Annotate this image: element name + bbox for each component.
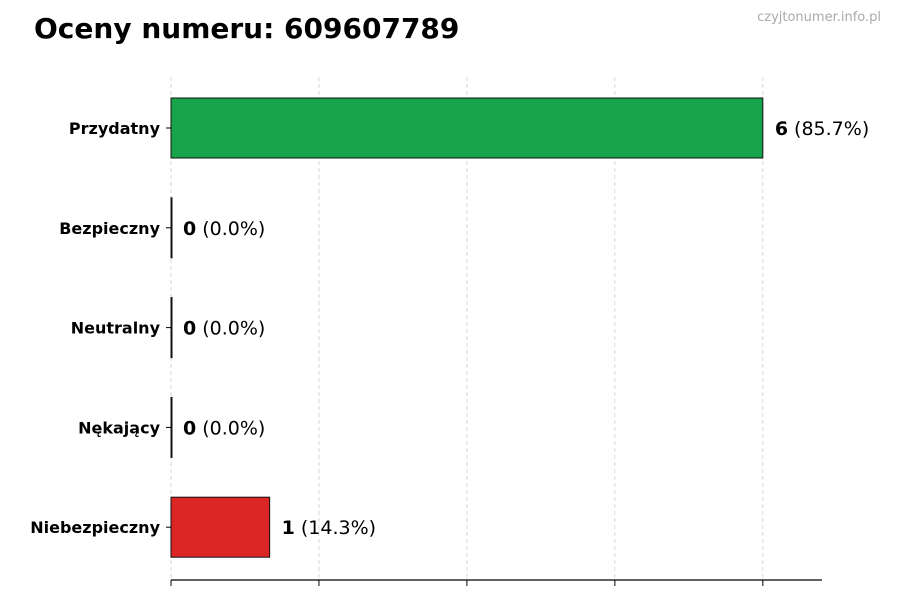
bar-niebezpieczny	[170, 496, 271, 558]
value-count: 6	[775, 118, 788, 140]
watermark: czyjtonumer.info.pl	[757, 10, 881, 25]
category-label: Nękający	[78, 418, 160, 437]
value-percent: (0.0%)	[202, 318, 265, 340]
chart-title: Oceny numeru: 609607789	[34, 12, 460, 45]
value-label: 6 (85.7%)	[775, 118, 869, 140]
category-label: Niebezpieczny	[30, 518, 160, 537]
value-label: 0 (0.0%)	[183, 417, 265, 439]
value-label: 0 (0.0%)	[183, 318, 265, 340]
category-label: Przydatny	[69, 119, 161, 138]
value-percent: (0.0%)	[202, 218, 265, 240]
value-count: 0	[183, 417, 196, 439]
category-label: Neutralny	[71, 319, 161, 338]
bar-nękający	[170, 396, 173, 458]
value-count: 0	[183, 218, 196, 240]
value-count: 0	[183, 318, 196, 340]
value-label: 0 (0.0%)	[183, 218, 265, 240]
value-count: 1	[282, 517, 295, 539]
value-percent: (0.0%)	[202, 417, 265, 439]
category-label: Bezpieczny	[59, 219, 160, 238]
value-label: 1 (14.3%)	[282, 517, 376, 539]
bar-neutralny	[170, 297, 173, 359]
bar-przydatny	[170, 97, 764, 159]
bar-bezpieczny	[170, 197, 173, 259]
value-percent: (85.7%)	[794, 118, 869, 140]
value-percent: (14.3%)	[301, 517, 376, 539]
